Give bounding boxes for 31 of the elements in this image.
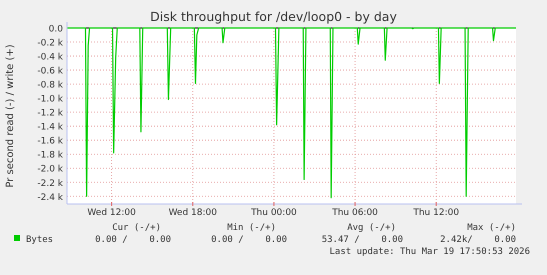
text: Last update: Thu Mar 19 17:50:53 2026 [330, 247, 530, 257]
y-tick-label: 0.0 [48, 24, 64, 34]
x-tick-label: Thu 12:00 [412, 208, 460, 218]
legend-label: Bytes [26, 235, 54, 245]
x-tick-label: Thu 06:00 [331, 208, 378, 218]
text: 53.47 / 0.00 [322, 235, 403, 245]
line-series [66, 27, 517, 198]
y-tick-label: -1.2 k [37, 108, 64, 119]
text: 2.42k/ 0.00 [440, 235, 516, 245]
text: Cur (-/+) [112, 223, 161, 233]
text: Max (-/+) [467, 223, 516, 233]
y-tick-label: -2.2 k [37, 178, 64, 189]
y-tick-label: -2.4 k [37, 192, 64, 203]
y-tick-label: -0.8 k [37, 80, 64, 91]
text: Min (-/+) [227, 223, 276, 233]
text: Avg (-/+) [347, 223, 396, 233]
y-tick-label: -0.4 k [37, 52, 64, 63]
y-tick-label: -1.4 k [37, 122, 64, 133]
y-axis-title: Pr second read (-) / write (+) [5, 44, 16, 188]
y-tick-label: -1.6 k [37, 136, 64, 147]
text: 0.00 / 0.00 [95, 235, 171, 245]
y-tick-label: -1.8 k [37, 150, 64, 161]
chart-title: Disk throughput for /dev/loop0 - by day [150, 9, 398, 24]
y-tick-label: -2.0 k [37, 164, 64, 175]
y-tick-label: -1.0 k [37, 94, 64, 105]
y-tick-label: -0.2 k [37, 38, 64, 49]
x-tick-label: Thu 00:00 [250, 208, 298, 218]
y-tick-label: -0.6 k [37, 66, 64, 77]
x-tick-label: Wed 12:00 [87, 208, 136, 218]
text: 0.00 / 0.00 [211, 235, 287, 245]
x-tick-label: Wed 18:00 [168, 208, 218, 218]
